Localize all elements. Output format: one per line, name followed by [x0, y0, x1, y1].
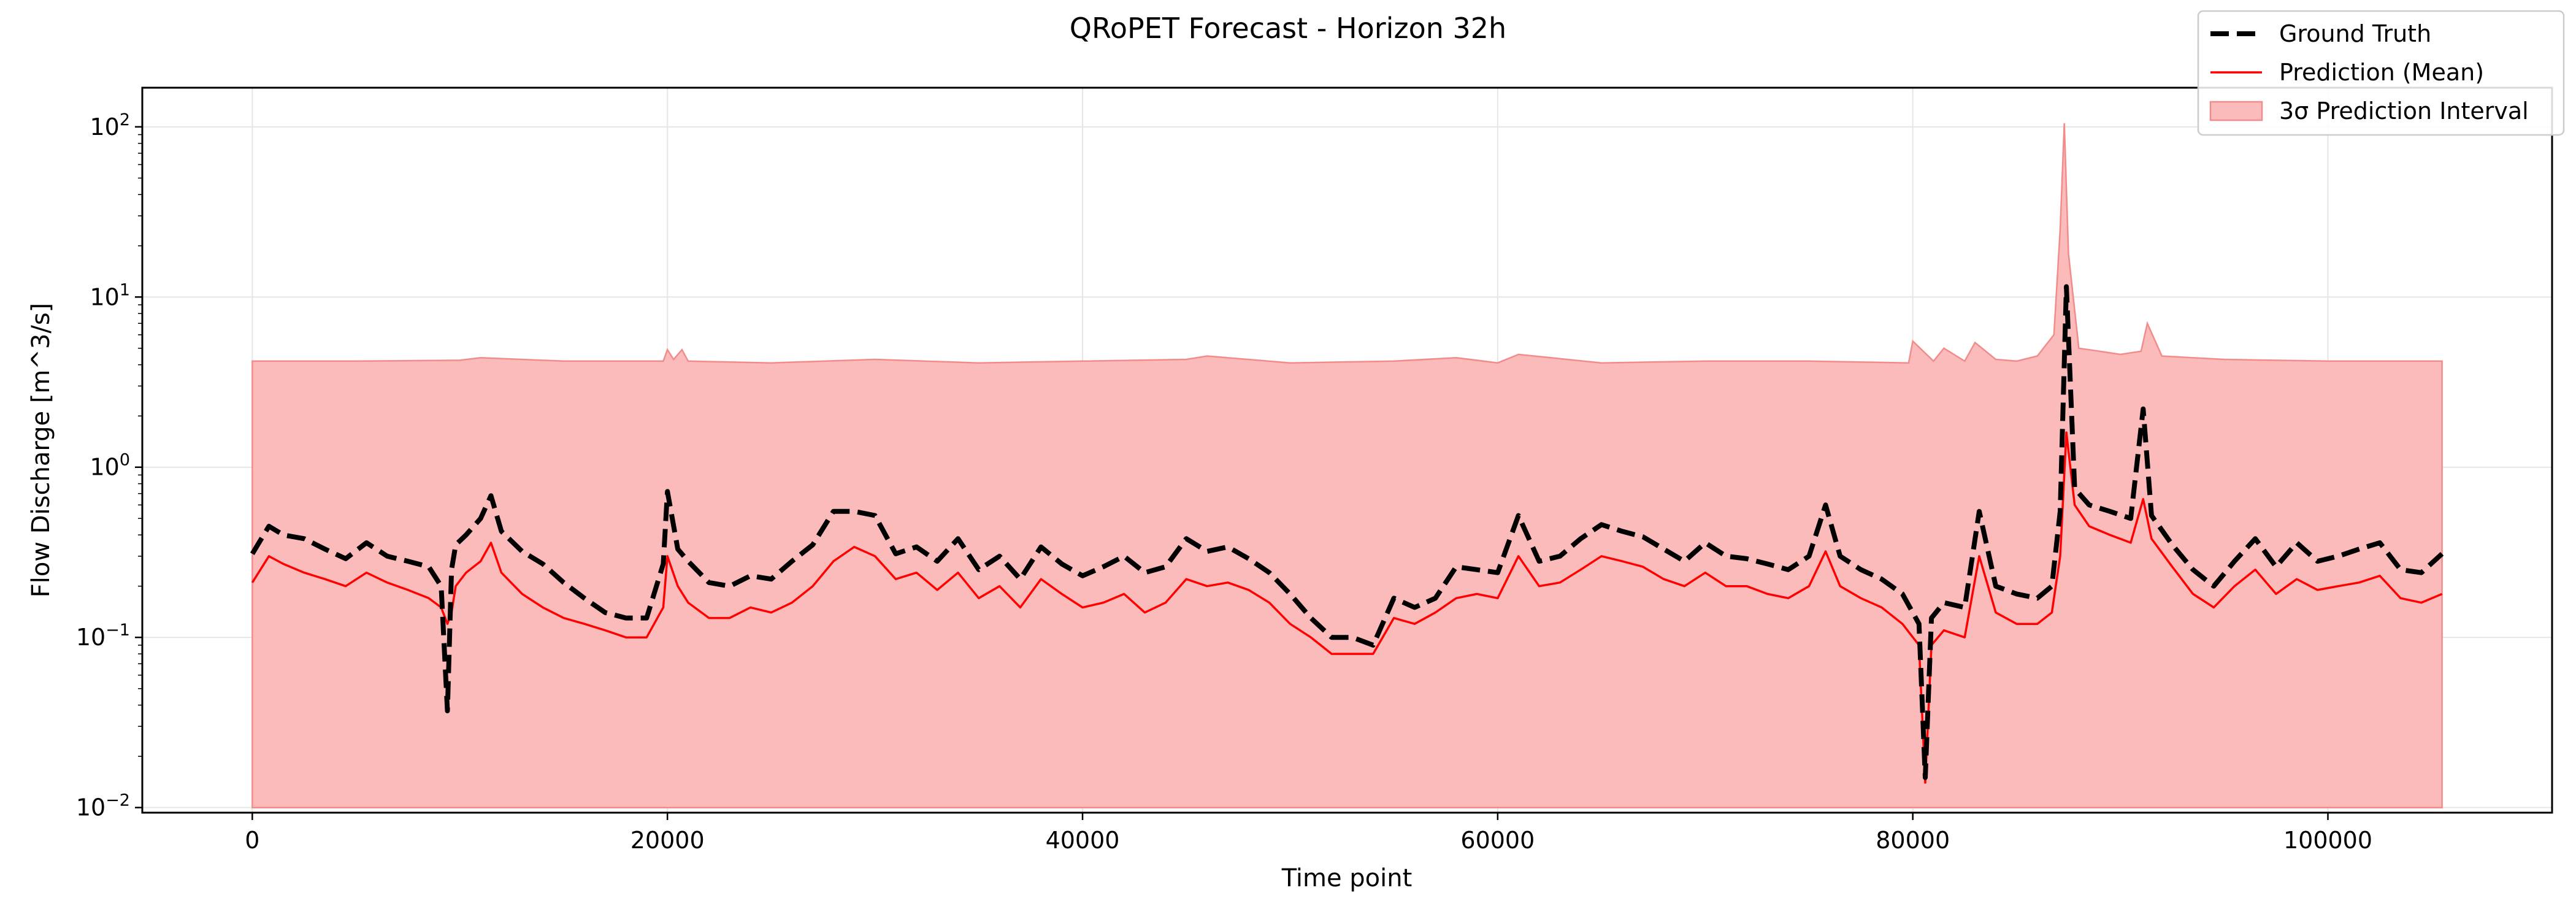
x-tick-label: 20000	[631, 827, 705, 854]
series-lines	[250, 284, 2444, 784]
y-axis: 10−2 10−1 100 101 102	[76, 110, 142, 821]
chart-title: QRoPET Forecast - Horizon 32h	[1070, 12, 1506, 45]
y-tick-label: 102	[90, 110, 130, 140]
y-tick-label: 101	[90, 280, 130, 310]
legend-label: 3σ Prediction Interval	[2279, 98, 2529, 125]
x-tick-label: 0	[245, 827, 259, 854]
x-axis-label: Time point	[1281, 864, 1413, 892]
x-axis: 0 20000 40000 60000 80000 100000	[245, 813, 2372, 854]
legend-interval-swatch	[2209, 101, 2263, 121]
legend-label: Prediction (Mean)	[2279, 59, 2484, 86]
y-tick-label: 100	[90, 451, 130, 481]
y-tick-label: 10−1	[76, 621, 130, 651]
prediction-interval-band	[251, 123, 2443, 808]
y-axis-label: Flow Discharge [m^3/s]	[27, 303, 55, 598]
x-tick-label: 100000	[2283, 827, 2372, 854]
prediction-line	[251, 431, 2443, 784]
legend-box	[2197, 10, 2565, 136]
x-tick-label: 60000	[1460, 827, 1535, 854]
ground-truth-line	[250, 284, 2444, 780]
legend-label: Ground Truth	[2279, 20, 2431, 47]
x-tick-label: 40000	[1046, 827, 1120, 854]
legend: Ground Truth Prediction (Mean) 3σ Predicti…	[2197, 10, 2565, 136]
plot-frame	[141, 86, 2553, 814]
y-tick-label: 10−2	[76, 791, 130, 821]
interval-area	[251, 123, 2443, 808]
x-tick-label: 80000	[1876, 827, 1950, 854]
